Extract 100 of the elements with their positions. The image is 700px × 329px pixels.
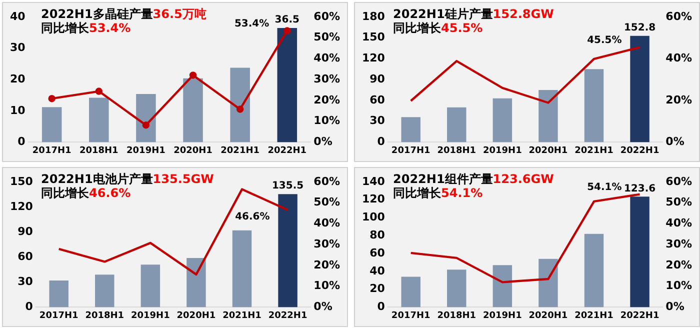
bar	[401, 276, 420, 308]
y2-tick-label: 40%	[314, 216, 340, 230]
bar	[140, 264, 160, 308]
y-tick-label: 150	[10, 174, 34, 188]
y-tick-label: 20	[10, 72, 26, 86]
data-label: 53.4%	[234, 18, 270, 30]
y-tick-label: 30	[370, 114, 386, 128]
x-tick-label: 2019H1	[126, 146, 166, 156]
y2-tick-label: 50%	[314, 30, 340, 44]
bar	[95, 274, 114, 308]
chart-subtitle: 同比增长45.5%	[393, 21, 484, 35]
y2-tick-label: 20%	[666, 258, 692, 272]
x-tick-label: 2022H1	[620, 310, 660, 321]
bar	[538, 258, 558, 308]
x-tick-label: 2022H1	[620, 146, 660, 156]
bar	[136, 94, 156, 142]
data-label: 45.5%	[587, 34, 622, 46]
x-tick-label: 2020H1	[528, 310, 568, 321]
bar	[278, 194, 298, 308]
y-tick-label: 140	[362, 174, 386, 188]
x-tick-label: 2018H1	[79, 146, 118, 156]
point	[236, 106, 244, 113]
y-tick-label: 120	[362, 52, 386, 65]
data-label: 46.6%	[235, 212, 270, 223]
x-tick-label: 2022H1	[268, 310, 308, 321]
point	[48, 94, 56, 102]
y2-tick-label: 20%	[666, 93, 692, 106]
x-tick-label: 2020H1	[176, 310, 216, 321]
x-tick-label: 2021H1	[220, 146, 260, 156]
x-tick-label: 2017H1	[39, 310, 78, 321]
bar	[183, 78, 203, 142]
y2-tick-label: 20%	[314, 93, 340, 106]
point	[189, 72, 197, 79]
y2-tick-label: 40%	[666, 52, 692, 65]
bar	[89, 98, 109, 142]
chart-subtitle: 同比增长53.4%	[41, 21, 132, 35]
bar	[277, 28, 298, 142]
x-tick-label: 2017H1	[391, 146, 430, 156]
y2-tick-label: 20%	[314, 258, 340, 272]
y-tick-label: 30	[10, 41, 26, 54]
bar	[232, 230, 252, 308]
x-tick-label: 2019H1	[131, 310, 170, 321]
y2-tick-label: 60%	[666, 10, 692, 23]
y-tick-label: 30	[18, 275, 34, 288]
y2-tick-label: 0%	[666, 135, 684, 148]
y-tick-label: 10	[10, 104, 26, 117]
bar	[186, 258, 206, 308]
bar	[492, 265, 512, 308]
x-tick-label: 2020H1	[528, 146, 568, 156]
chart-title: 2022H1硅片产量152.8GW	[393, 7, 554, 21]
y-tick-label: 90	[18, 224, 34, 238]
data-label: 123.6	[624, 183, 656, 194]
y-tick-label: 150	[362, 30, 386, 44]
y2-tick-label: 50%	[666, 196, 692, 209]
y-tick-label: 60	[370, 246, 386, 260]
y-tick-label: 60	[370, 93, 386, 106]
y2-tick-label: 0%	[666, 300, 684, 314]
x-tick-label: 2019H1	[483, 310, 522, 321]
bar	[447, 270, 466, 308]
bar	[630, 36, 650, 142]
y-tick-label: 80	[370, 228, 386, 242]
y-tick-label: 180	[362, 10, 386, 23]
x-tick-label: 2021H1	[574, 310, 614, 321]
chart-title: 2022H1电池片产量135.5GW	[41, 172, 214, 186]
x-tick-label: 2021H1	[574, 146, 614, 156]
y-tick-label: 40	[370, 264, 386, 278]
y-tick-label: 120	[10, 200, 34, 213]
y2-tick-label: 30%	[314, 237, 340, 250]
x-tick-label: 2018H1	[437, 310, 476, 321]
y2-tick-label: 60%	[666, 174, 692, 188]
y-tick-label: 60	[18, 250, 34, 263]
bar	[401, 117, 420, 142]
y-tick-label: 100	[362, 210, 386, 224]
y2-tick-label: 60%	[314, 174, 340, 188]
bar	[447, 107, 466, 142]
y-tick-label: 20	[370, 282, 386, 296]
y2-tick-label: 30%	[666, 237, 692, 250]
chart-title: 2022H1组件产量123.6GW	[393, 172, 554, 186]
bar	[492, 98, 512, 142]
y-tick-label: 90	[370, 72, 386, 86]
y-tick-label: 0	[18, 135, 26, 148]
y-tick-label: 120	[362, 192, 386, 206]
point	[284, 27, 291, 34]
bar	[538, 90, 558, 142]
x-tick-label: 2017H1	[32, 146, 72, 156]
x-tick-label: 2019H1	[483, 146, 522, 156]
point	[95, 88, 102, 95]
data-label: 54.1%	[587, 182, 622, 193]
y2-tick-label: 0%	[314, 300, 332, 314]
data-label: 135.5	[272, 180, 304, 192]
y2-tick-label: 40%	[314, 52, 340, 65]
bar	[630, 196, 650, 308]
chart-subtitle: 同比增长46.6%	[41, 186, 132, 200]
y2-tick-label: 10%	[666, 279, 692, 292]
x-tick-label: 2017H1	[391, 310, 430, 321]
y2-tick-label: 40%	[666, 216, 692, 230]
data-label: 36.5	[274, 14, 300, 26]
data-label: 152.8	[624, 22, 656, 34]
y2-tick-label: 10%	[314, 114, 340, 128]
y2-tick-label: 10%	[314, 279, 340, 292]
